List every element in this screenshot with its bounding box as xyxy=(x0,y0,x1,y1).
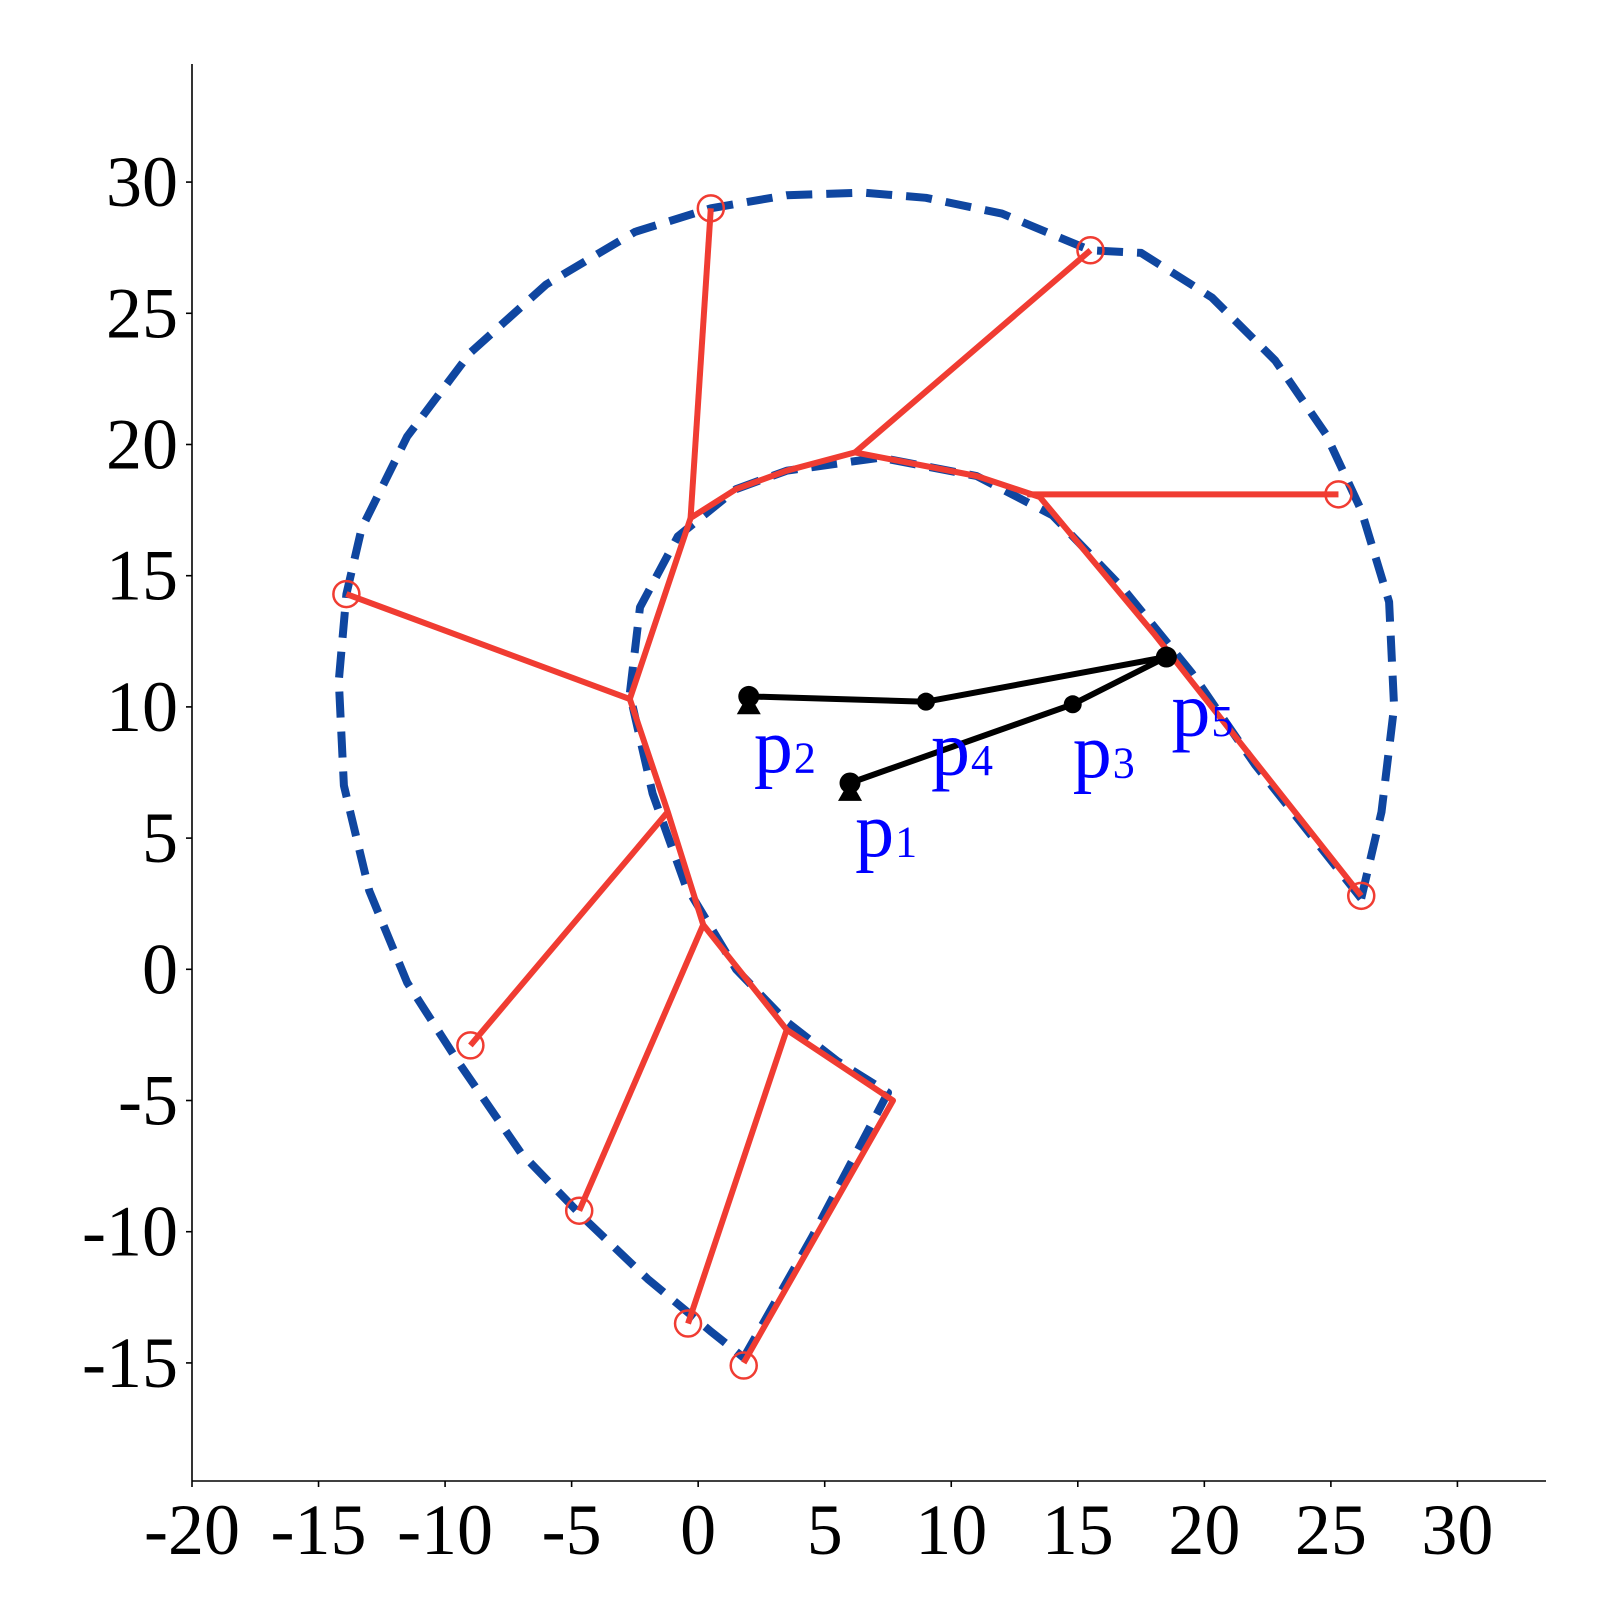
x-tick-label: 0 xyxy=(680,1490,716,1570)
path-point-p4 xyxy=(916,692,935,711)
y-tick-label: -5 xyxy=(118,1061,178,1141)
inner-boundary-dashed-line xyxy=(625,453,1365,1360)
y-tick-label: 10 xyxy=(106,667,178,747)
point-label-p5: p5 xyxy=(1171,666,1233,753)
x-tick-label: 5 xyxy=(807,1490,843,1570)
y-tick-label: 20 xyxy=(106,404,178,484)
red-spoke-2 xyxy=(853,248,1093,455)
path-point-p1 xyxy=(839,772,861,794)
point-label-main: p xyxy=(1073,708,1112,795)
x-tick-label: 30 xyxy=(1421,1490,1493,1570)
red-spoke-5 xyxy=(468,809,671,1048)
x-tick-label: -20 xyxy=(144,1490,240,1570)
red-circle-marker-3 xyxy=(1324,480,1353,509)
y-tick-label: 25 xyxy=(106,273,178,353)
point-label-p1: p1 xyxy=(855,786,917,873)
y-tick-label: -15 xyxy=(82,1323,178,1403)
x-tick-label: 20 xyxy=(1168,1490,1240,1570)
red-circle-marker-4 xyxy=(1346,881,1376,911)
point-label-subscript: 3 xyxy=(1113,739,1135,788)
red-circle-marker-5 xyxy=(332,579,361,609)
x-tick-label: 25 xyxy=(1295,1490,1367,1570)
x-tick-label: -5 xyxy=(542,1490,602,1570)
point-label-subscript: 4 xyxy=(971,736,993,785)
path-point-p2 xyxy=(738,685,760,707)
y-tick-label: 30 xyxy=(106,142,178,222)
red-spoke-3 xyxy=(687,208,714,519)
x-tick-label: 15 xyxy=(1042,1490,1114,1570)
point-label-p4: p4 xyxy=(931,705,993,792)
point-label-p3: p3 xyxy=(1073,708,1135,795)
path-point-p3 xyxy=(1063,695,1082,714)
red-circle-marker-9 xyxy=(729,1351,758,1380)
red-spoke-4 xyxy=(345,591,631,702)
point-label-main: p xyxy=(1171,666,1210,753)
point-label-main: p xyxy=(754,703,793,790)
red-circle-marker-1 xyxy=(696,194,726,223)
x-tick-label: -10 xyxy=(397,1490,493,1570)
y-tick-label: -10 xyxy=(82,1192,178,1272)
x-tick-label: 10 xyxy=(915,1490,987,1570)
red-spoke-7 xyxy=(685,1028,790,1325)
point-label-subscript: 1 xyxy=(895,817,917,866)
path-point-p5 xyxy=(1155,646,1177,668)
y-tick-label: 0 xyxy=(142,929,178,1009)
y-tick-label: 5 xyxy=(142,798,178,878)
y-tick-label: 15 xyxy=(106,536,178,616)
point-label-subscript: 2 xyxy=(794,734,816,783)
red-circle-marker-7 xyxy=(564,1196,594,1225)
outer-boundary-dashed-line xyxy=(334,188,1399,1361)
point-label-main: p xyxy=(855,786,894,873)
point-label-subscript: 5 xyxy=(1211,697,1233,746)
point-label-main: p xyxy=(931,705,970,792)
red-circle-marker-6 xyxy=(456,1031,485,1060)
red-circle-marker-8 xyxy=(673,1309,703,1338)
red-spoke-6 xyxy=(576,923,706,1212)
red-circle-marker-2 xyxy=(1076,236,1105,265)
red-polyline xyxy=(626,449,1364,1365)
point-label-p2: p2 xyxy=(754,703,816,790)
x-tick-label: -15 xyxy=(271,1490,367,1570)
axis-ticks: -20 -15 -10 -5 0 5 10 15 20 25 30-15-10-5051015202… xyxy=(82,142,1493,1570)
